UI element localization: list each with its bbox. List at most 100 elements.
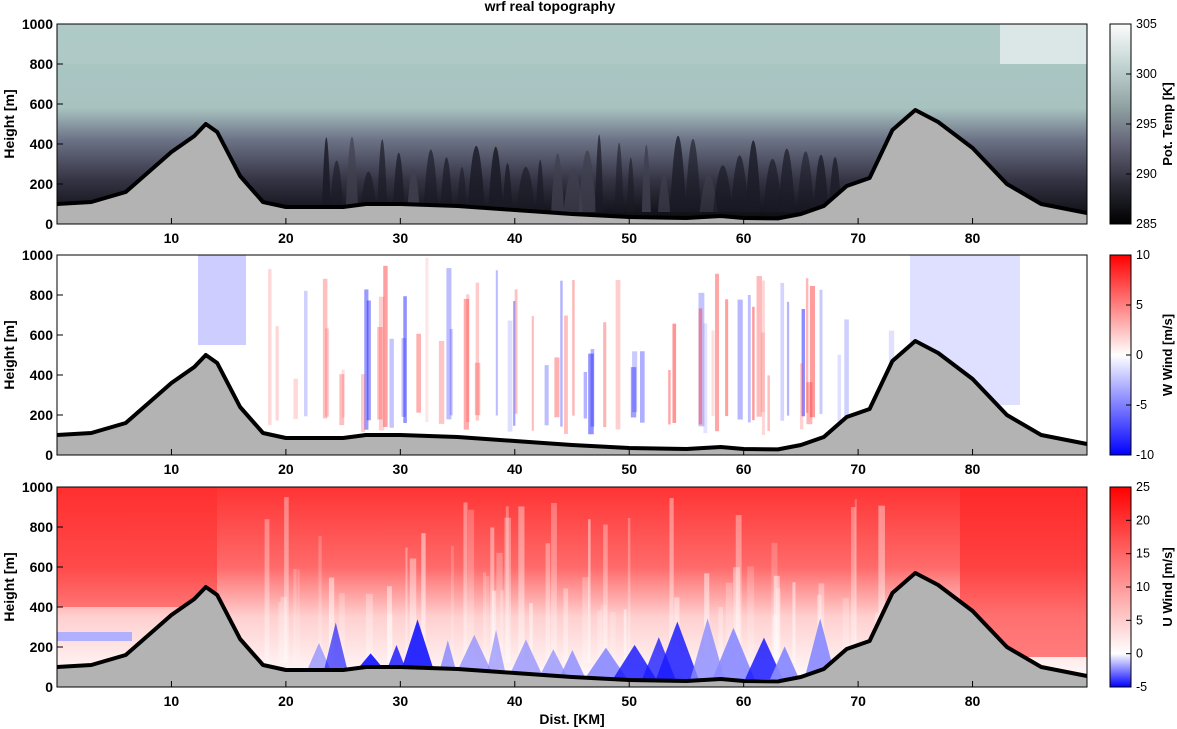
y-tick-label: 0 [45,679,53,695]
x-tick-label: 60 [736,461,752,477]
y-tick-label: 600 [30,559,54,575]
colorbar-tick-label: 285 [1136,217,1157,231]
wind-streak [772,615,778,663]
wind-streak [851,507,856,663]
y-tick-label: 600 [30,327,54,343]
convection-plume [456,167,468,212]
updraft-streak [293,378,298,419]
wind-streak [492,590,497,663]
x-axis-label: Dist. [KM] [539,711,604,727]
convection-plume [778,148,796,212]
colorbar-tick-label: 20 [1136,513,1150,527]
wind-streak [878,505,885,663]
updraft-streak [378,296,385,431]
updraft-streak [752,306,755,421]
updraft-streak [588,353,594,435]
wind-streak [409,558,417,663]
wind-streak [600,604,607,663]
updraft-streak [747,294,751,423]
updraft-streak [756,276,762,417]
y-axis-label: Height [m] [1,320,17,389]
reverse-flow-patch [485,629,507,679]
y-tick-label: 800 [30,287,54,303]
reverse-flow-patch [745,637,783,679]
y-axis-label: Height [m] [1,89,17,158]
y-tick-label: 1000 [22,247,53,263]
convection-plume [502,163,513,212]
convection-plume [377,139,388,212]
convection-plume [712,165,733,212]
wind-streak [603,524,608,663]
colorbar-label: Pot. Temp [K] [1160,82,1175,166]
updraft-streak [416,333,421,413]
updraft-streak [438,340,445,424]
reverse-flow-patch [398,619,437,679]
updraft-streak [463,298,469,430]
updraft-streak [377,327,383,420]
temperature-field [57,24,1087,64]
x-tick-label: 50 [621,693,637,709]
wind-streak [775,588,781,663]
terrain-line [56,339,1088,452]
wind-streak [518,506,525,663]
wind-streak [747,566,755,663]
updraft-streak [475,282,480,421]
reverse-flow-patch [584,647,628,679]
convection-plume [423,149,439,212]
wind-streak [627,518,631,663]
colorbar-tick-label: 10 [1136,580,1150,594]
convection-plume [641,144,651,212]
updraft-streak [837,354,841,432]
wind-streak [405,547,408,663]
terrain-fill [57,341,1087,455]
x-tick-label: 70 [850,693,866,709]
convection-plume [488,146,504,212]
convection-plume [699,174,718,212]
colorbar-tick-label: 300 [1136,67,1157,81]
convection-plume [467,145,486,212]
colorbar-tick-label: -5 [1136,680,1147,694]
wind-streak [387,586,392,663]
wind-streak [725,582,733,663]
convection-plume [657,174,671,212]
x-tick-label: 40 [507,461,523,477]
y-tick-label: 400 [30,599,54,615]
reverse-flow-patch [507,639,545,679]
convection-plume [321,137,331,212]
updraft-streak [513,301,516,426]
updraft-streak [805,278,809,413]
updraft-streak [725,299,729,417]
wind-streak [468,509,475,663]
updraft-streak [583,371,588,419]
convection-plume [578,150,597,212]
convection-plume [763,158,783,212]
x-tick-label: 30 [393,461,409,477]
colorbar-tick-label: -10 [1136,448,1154,462]
figure-title: wrf real topography [484,0,616,14]
updraft-streak [322,278,328,419]
updraft-streak [632,351,638,413]
reverse-flow-patch [656,621,699,679]
x-tick-label: 50 [621,461,637,477]
wind-streak [280,596,287,663]
updraft-streak [762,280,765,435]
wind-streak [551,503,557,663]
updraft-streak [268,269,272,426]
updraft-streak [801,309,805,417]
updraft-streak [760,332,765,413]
updraft-streak [630,367,637,418]
updraft-streak [449,328,453,416]
x-tick-label: 60 [736,230,752,246]
convection-plume [535,159,545,212]
updraft-streak [672,323,677,423]
x-tick-label: 20 [278,230,294,246]
y-tick-label: 200 [30,639,54,655]
x-tick-label: 10 [164,461,180,477]
convection-plume [594,134,604,212]
colorbar-tick-label: 10 [1136,248,1150,262]
updraft-streak [560,280,563,427]
updraft-streak [275,326,279,421]
updraft-streak [554,357,560,418]
wind-streak [588,519,591,663]
